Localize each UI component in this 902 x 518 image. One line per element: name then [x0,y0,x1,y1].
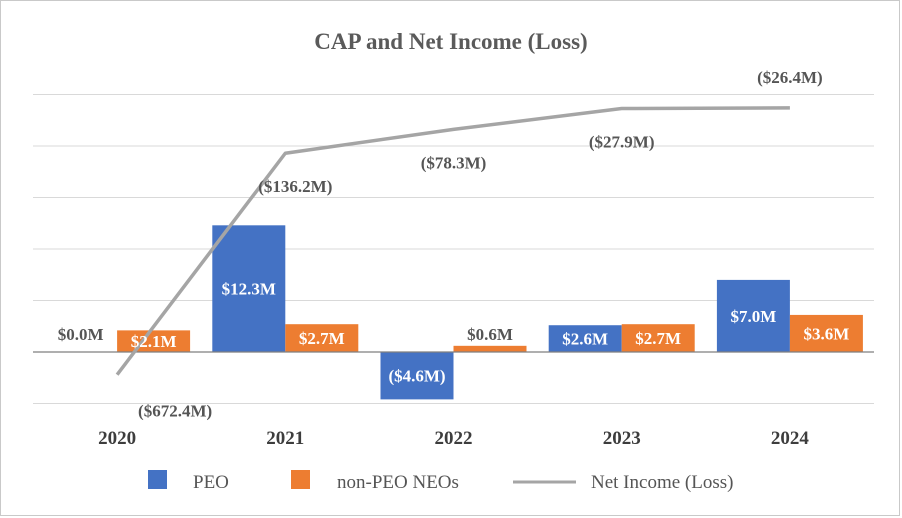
x-tick-2023: 2023 [603,428,641,449]
non-peo-bar-2023 [621,324,695,352]
peo-bar-label-2020: $0.0M [58,325,104,344]
non-peo-bar-2022 [453,345,527,352]
non-peo-bar-2020 [117,330,191,352]
bars [117,225,863,400]
legend-swatch-peo [148,470,167,489]
peo-bar-2021 [212,225,286,352]
net-income-label-2022: ($78.3M) [421,153,487,172]
x-tick-labels: 2020 2021 2022 2023 2024 [98,428,809,449]
peo-bar-2022 [380,352,454,400]
x-tick-2020: 2020 [98,428,136,449]
data-labels: $0.0M $12.3M ($4.6M) $2.6M $7.0M $2.1M $2.7M $0… [58,68,850,421]
non-peo-bar-label-2022: $0.6M [467,325,513,344]
x-tick-2021: 2021 [266,428,304,449]
non-peo-bar-label-2024: $3.6M [804,324,850,343]
net-income-label-2021: ($136.2M) [258,177,332,196]
x-tick-2022: 2022 [435,428,473,449]
peo-bar-label-2022: ($4.6M) [388,367,445,386]
legend-swatch-non-peo [291,470,310,489]
chart-title: CAP and Net Income (Loss) [314,29,587,54]
peo-bar-2023 [548,325,622,352]
net-income-label-2024: ($26.4M) [757,68,823,87]
net-income-series-line [115,106,790,376]
peo-bar-label-2021: $12.3M [222,280,276,299]
net-income-label-2023: ($27.9M) [589,133,655,152]
non-peo-bar-label-2021: $2.7M [299,329,345,348]
non-peo-bar-2021 [285,324,359,352]
legend-label-net-income: Net Income (Loss) [591,472,733,493]
legend-label-peo: PEO [193,472,229,493]
non-peo-bar-label-2020: $2.1M [131,332,177,351]
peo-bar-label-2023: $2.6M [562,330,608,349]
non-peo-bar-2024 [789,314,863,352]
legend: PEO non-PEO NEOs Net Income (Loss) [148,470,733,493]
non-peo-bar-label-2023: $2.7M [635,329,681,348]
legend-label-non-peo: non-PEO NEOs [337,472,459,493]
peo-bar-label-2024: $7.0M [731,307,777,326]
net-income-line [115,106,790,376]
peo-bar-2024 [716,279,790,352]
x-tick-2024: 2024 [771,428,810,449]
net-income-label-2020: ($672.4M) [138,402,212,421]
